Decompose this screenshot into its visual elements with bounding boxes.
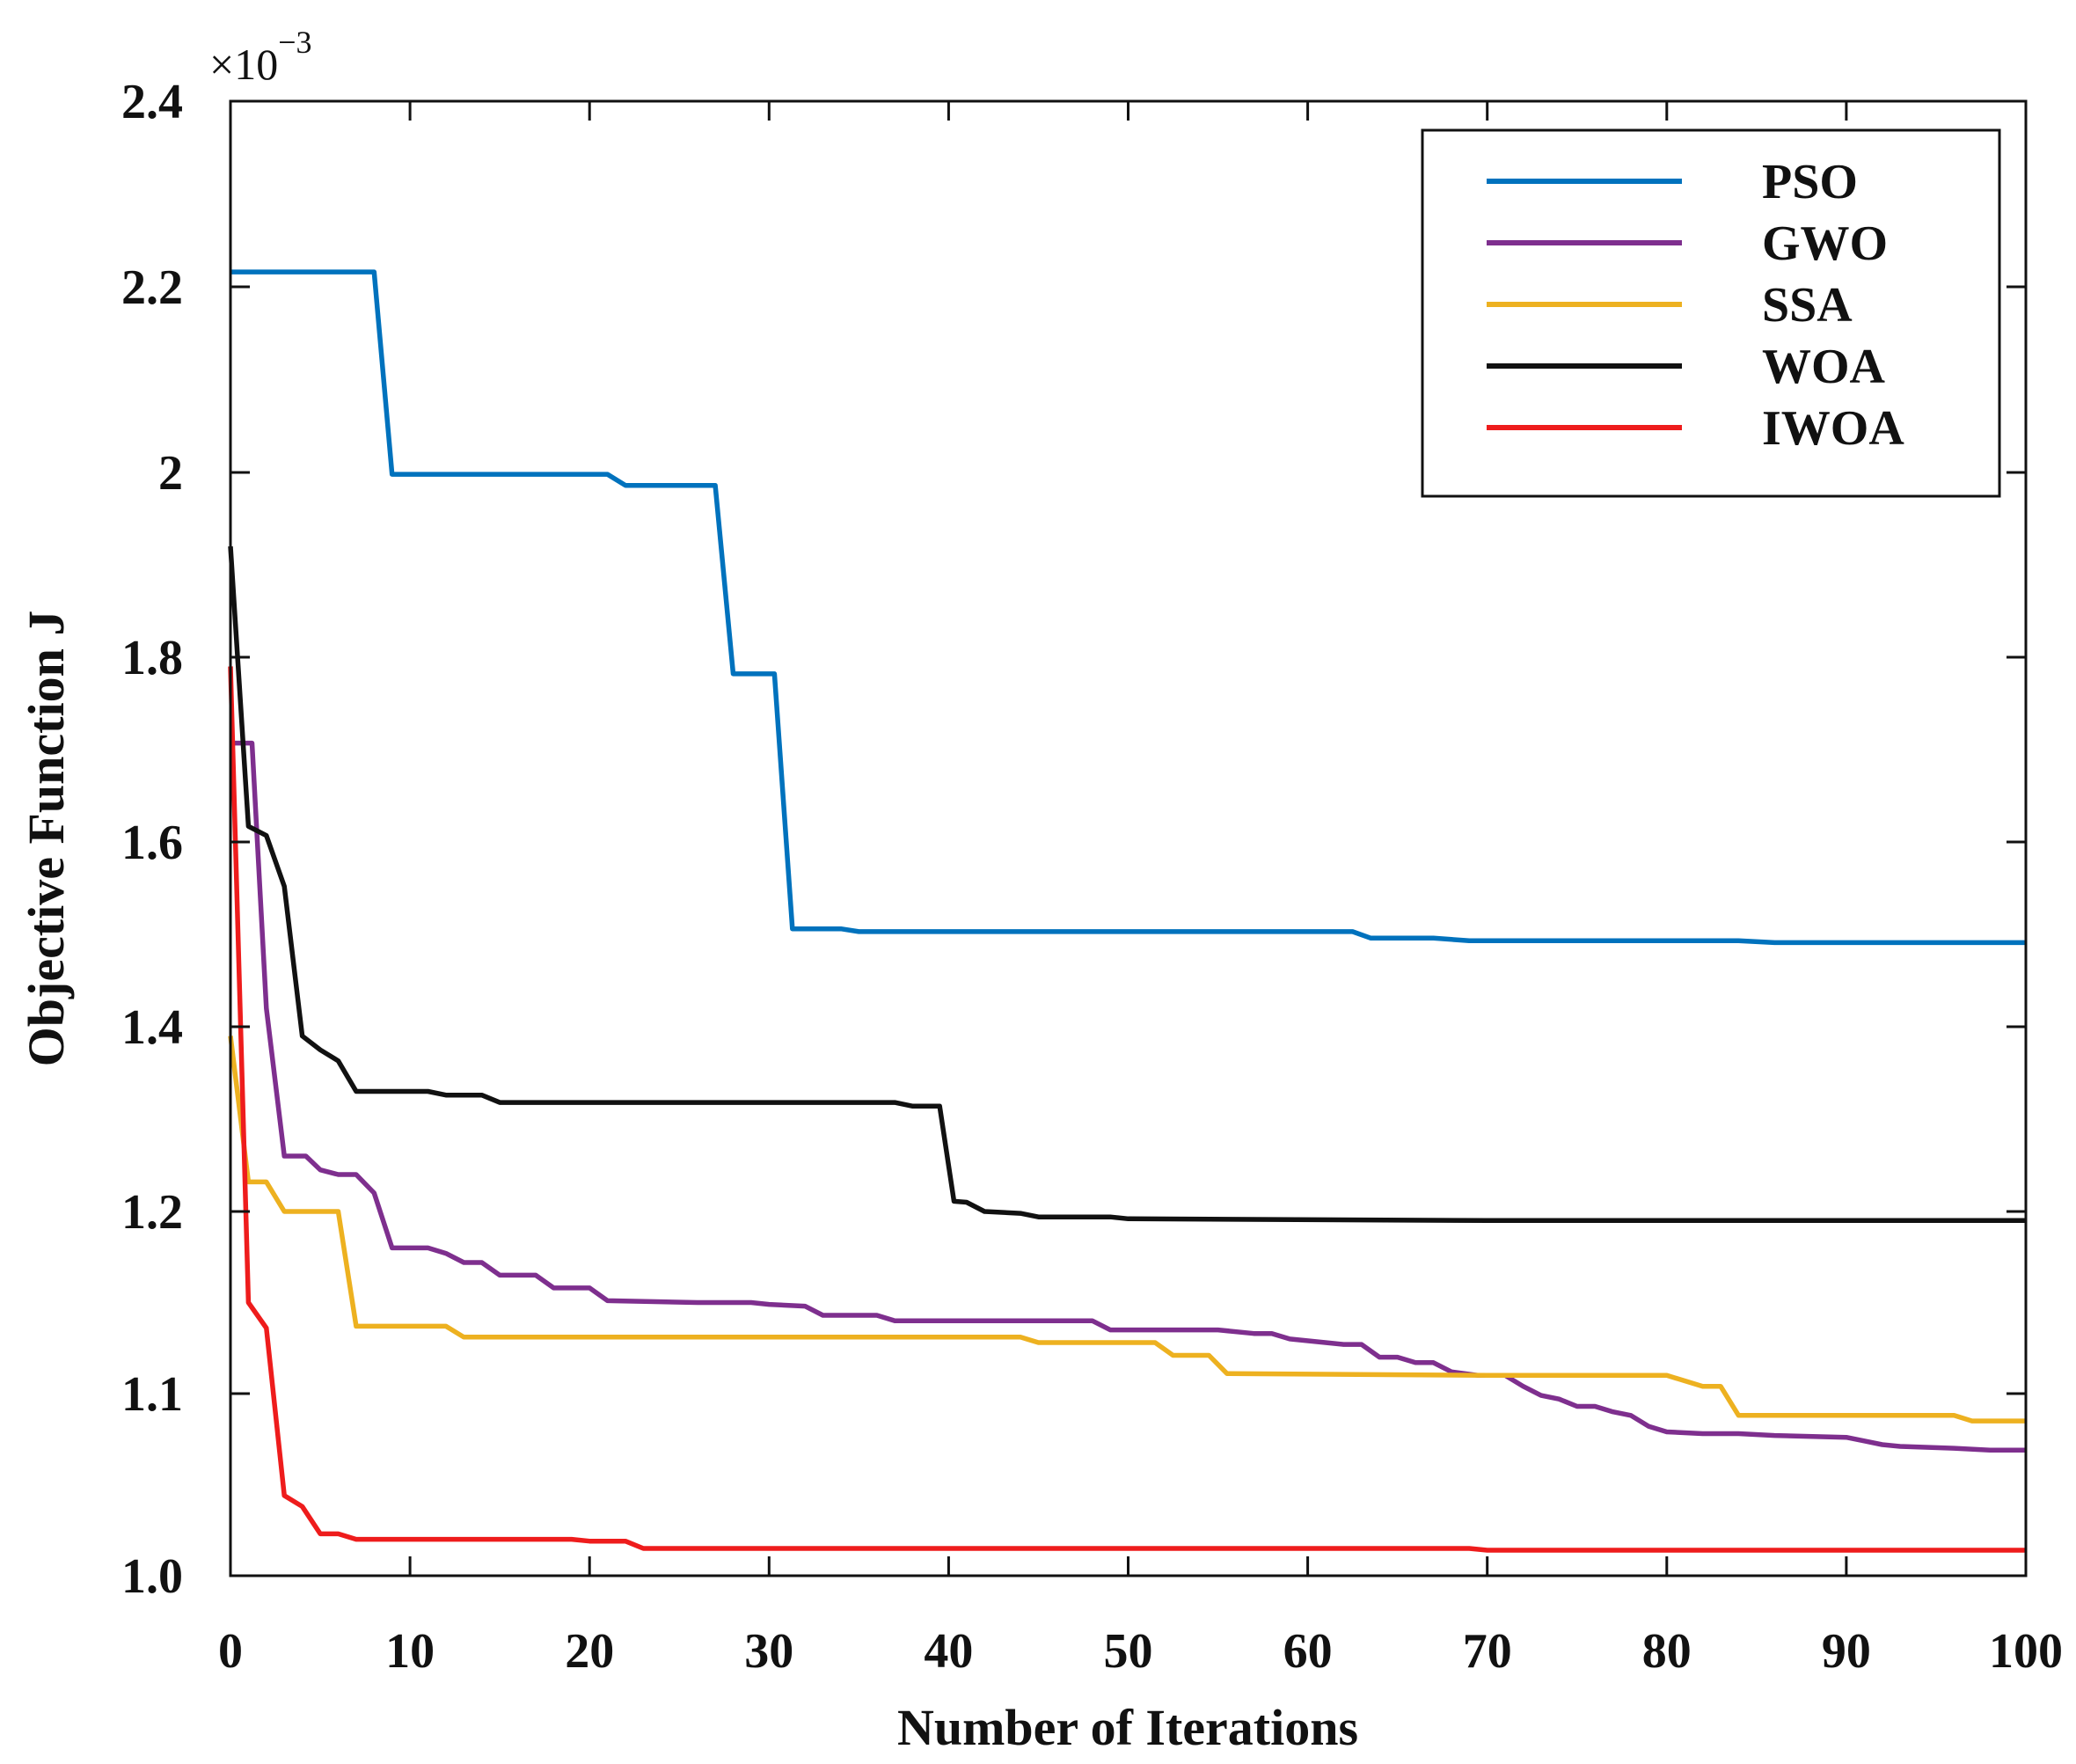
y-tick-label: 1.2 bbox=[121, 1185, 183, 1240]
x-tick-label: 80 bbox=[1642, 1624, 1692, 1679]
x-tick-label: 100 bbox=[1989, 1624, 2063, 1679]
x-tick-label: 60 bbox=[1283, 1624, 1333, 1679]
y-tick-label: 2.4 bbox=[121, 75, 183, 129]
x-tick-label: 0 bbox=[218, 1624, 243, 1679]
x-axis: 0 10 20 30 40 50 60 70 80 90 100 bbox=[218, 101, 2063, 1679]
legend: PSO GWO SSA WOA IWOA bbox=[1421, 128, 2001, 498]
y-tick-label: 1.8 bbox=[121, 631, 183, 685]
y-tick-label: 2 bbox=[158, 446, 183, 501]
y-axis-title: Objective Function J bbox=[18, 611, 75, 1067]
x-tick-label: 10 bbox=[385, 1624, 435, 1679]
legend-label-ssa: SSA bbox=[1762, 278, 1853, 333]
x-tick-label: 30 bbox=[744, 1624, 793, 1679]
y-exponent-base: ×10 bbox=[209, 40, 278, 89]
y-tick-label: 1.4 bbox=[121, 1000, 183, 1055]
y-tick-label: 1.6 bbox=[121, 816, 183, 870]
series-line-pso bbox=[230, 269, 2026, 946]
x-tick-label: 90 bbox=[1822, 1624, 1871, 1679]
series-line-woa bbox=[228, 545, 2026, 1224]
x-axis-title: Number of Iterations bbox=[897, 1699, 1358, 1756]
legend-box bbox=[1421, 128, 2001, 498]
y-axis: 1.0 1.1 1.2 1.4 1.6 1.8 2 2.2 2.4 bbox=[121, 75, 2026, 1604]
series-line-gwo bbox=[230, 740, 2026, 1453]
x-tick-label: 20 bbox=[565, 1624, 614, 1679]
legend-label-iwoa: IWOA bbox=[1762, 401, 1904, 456]
y-exponent-label: ×10−3 bbox=[209, 25, 312, 89]
y-tick-label: 2.2 bbox=[121, 260, 183, 315]
x-tick-label: 50 bbox=[1104, 1624, 1153, 1679]
series-line-iwoa bbox=[228, 666, 2026, 1553]
series-line-ssa bbox=[228, 1036, 2026, 1424]
legend-label-woa: WOA bbox=[1762, 340, 1886, 394]
series-group bbox=[228, 269, 2026, 1553]
legend-label-pso: PSO bbox=[1762, 155, 1858, 209]
y-exponent-power: −3 bbox=[278, 25, 311, 60]
x-tick-label: 40 bbox=[924, 1624, 973, 1679]
y-tick-label: 1.1 bbox=[121, 1367, 183, 1422]
x-tick-label: 70 bbox=[1463, 1624, 1512, 1679]
legend-label-gwo: GWO bbox=[1762, 216, 1888, 271]
y-tick-label: 1.0 bbox=[121, 1549, 183, 1604]
